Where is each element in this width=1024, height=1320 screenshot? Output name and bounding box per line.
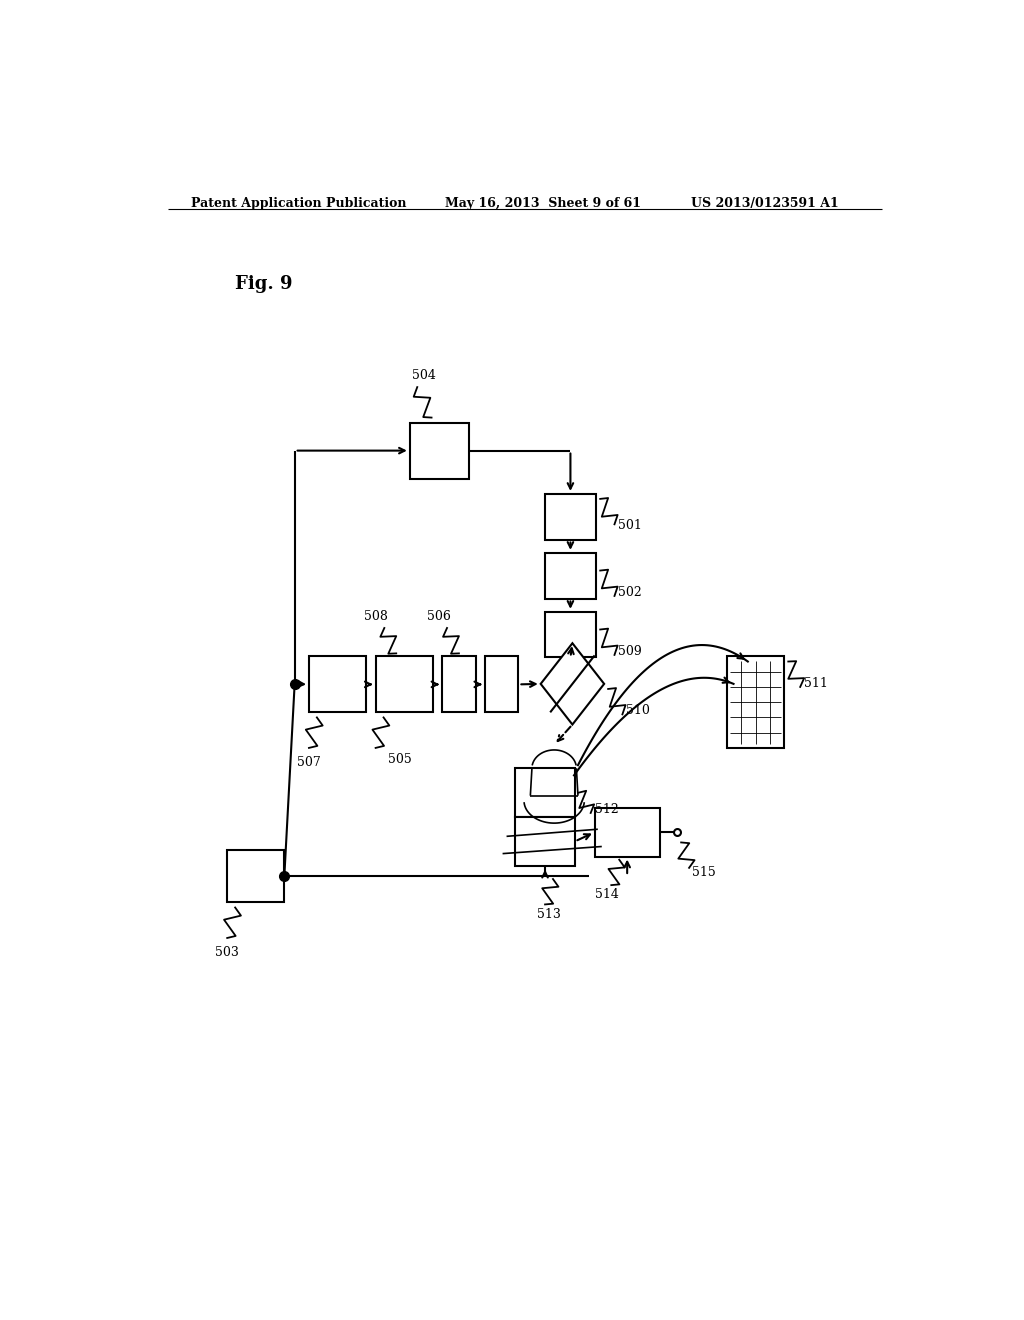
Text: 506: 506 [427, 610, 451, 623]
Text: 503: 503 [215, 946, 240, 960]
Bar [545, 611, 596, 657]
Polygon shape [541, 643, 604, 725]
Text: 501: 501 [617, 519, 641, 532]
Bar [545, 553, 596, 598]
Text: 504: 504 [412, 370, 435, 381]
Bar [515, 768, 574, 817]
Text: 511: 511 [804, 677, 828, 690]
Bar [727, 656, 784, 748]
Text: 509: 509 [617, 645, 641, 657]
Bar [545, 494, 596, 540]
Text: 507: 507 [297, 756, 321, 770]
Text: 512: 512 [595, 803, 618, 816]
Bar [485, 656, 518, 713]
Text: 508: 508 [365, 610, 388, 623]
Text: 502: 502 [617, 586, 641, 599]
Text: 515: 515 [692, 866, 716, 879]
Text: Patent Application Publication: Patent Application Publication [191, 197, 407, 210]
Bar [410, 422, 469, 479]
Text: May 16, 2013  Sheet 9 of 61: May 16, 2013 Sheet 9 of 61 [445, 197, 641, 210]
Bar [442, 656, 475, 713]
Text: US 2013/0123591 A1: US 2013/0123591 A1 [691, 197, 840, 210]
Text: 505: 505 [387, 754, 412, 766]
Text: 513: 513 [537, 908, 561, 920]
Bar [376, 656, 433, 713]
Bar [227, 850, 285, 903]
Bar [515, 817, 574, 866]
Text: 514: 514 [595, 888, 620, 902]
Text: Fig. 9: Fig. 9 [236, 276, 293, 293]
Text: 510: 510 [626, 705, 649, 717]
Bar [595, 808, 659, 857]
Bar [309, 656, 367, 713]
